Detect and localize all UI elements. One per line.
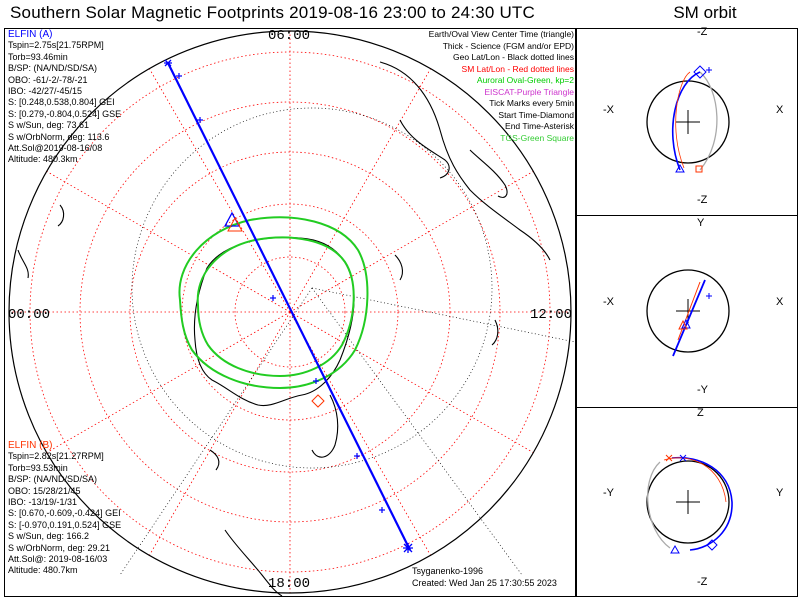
elfin-a-line: Att.Sol@2019-08-16/08 xyxy=(8,142,103,153)
geo-lat-circle xyxy=(131,107,493,469)
coast-outline xyxy=(57,204,65,227)
coastlines xyxy=(17,61,551,597)
elfin-b-diamond xyxy=(311,394,325,408)
sm-lat-circle xyxy=(79,101,501,523)
map-frame xyxy=(4,28,576,597)
elfin-b-info: ELFIN (B) Tspin=2.82s[21.27RPM] Torb=93.… xyxy=(8,440,121,577)
trajectories xyxy=(164,59,413,553)
orbit-title: SM orbit xyxy=(673,3,737,22)
elfin-b-line: S w/OrbNorm, deg: 29.21 xyxy=(8,542,111,553)
legend: Earth/Oval View Center Time (triangle) T… xyxy=(429,29,574,144)
orbit2-left-label: -X xyxy=(603,296,614,308)
elfin-a-line: Tspin=2.75s[21.75RPM] xyxy=(8,40,104,51)
legend-item: Start Time-Diamond xyxy=(498,109,574,120)
plot-title: Southern Solar Magnetic Footprints 2019-… xyxy=(10,3,535,22)
start-diamond-marker xyxy=(164,59,172,67)
elfin-a-line: S w/OrbNorm, deg: 113.6 xyxy=(8,131,110,142)
coast-outline xyxy=(209,449,220,471)
legend-item: Earth/Oval View Center Time (triangle) xyxy=(428,29,574,39)
elfin-a-ticks xyxy=(176,73,385,513)
legend-item: Tick Marks every 5min xyxy=(489,98,574,108)
geo-grid xyxy=(119,107,576,576)
elfin-b-name: ELFIN (B) xyxy=(8,440,53,451)
legend-item: EISCAT-Purple Triangle xyxy=(484,86,574,97)
created-timestamp: Created: Wed Jan 25 17:30:55 2023 xyxy=(412,578,557,588)
coast-outline xyxy=(17,249,29,279)
hour-label-top: 06:00 xyxy=(268,28,311,44)
sm-lat-circle xyxy=(234,256,346,368)
legend-item: Thick - Science (FGM and/or EPD) xyxy=(442,40,574,51)
elfin-b-line: S: [-0.970,0.191,0.524] GSE xyxy=(8,519,122,530)
antarctica-outline xyxy=(193,236,355,407)
coast-outline xyxy=(469,149,508,198)
sm-lon-lines xyxy=(8,30,572,594)
orbit1-right-label: X xyxy=(776,104,784,116)
orbit1-top-label: -Z xyxy=(697,26,708,38)
orbit3-top-label: Z xyxy=(697,407,704,419)
elfin-b-center-triangle xyxy=(227,216,243,232)
orbit1-bottom-label: -Z xyxy=(697,194,708,206)
earth-limb xyxy=(8,30,572,594)
elfin-b-line: Altitude: 480.7km xyxy=(8,565,78,576)
coast-outline xyxy=(394,254,404,281)
elfin-a-line: OBO: -61/-2/-78/-21 xyxy=(8,74,88,85)
elfin-b-line: OBO: 15/28/21/45 xyxy=(8,485,81,496)
orbit3-left-label: -Y xyxy=(603,487,614,499)
elfin-b-line: Tspin=2.82s[21.27RPM] xyxy=(8,451,104,462)
legend-item: End Time-Asterisk xyxy=(505,121,574,131)
elfin-a-line: S: [0.248,0.538,0.804] GEI xyxy=(8,97,115,108)
end-asterisk-marker xyxy=(403,543,413,553)
polar-map xyxy=(8,30,576,597)
elfin-b-line: S: [0.670,-0.609,-0.424] GEI xyxy=(8,508,121,519)
hour-label-left: 00:00 xyxy=(8,307,51,323)
hour-label-right: 12:00 xyxy=(530,307,573,323)
elfin-a-line: Torb=93.46min xyxy=(8,51,68,62)
hour-label-bottom: 18:00 xyxy=(268,576,311,592)
coast-outline xyxy=(399,119,450,179)
coast-outline xyxy=(379,61,551,261)
elfin-b-line: B/SP: (NA/ND/SD/SA) xyxy=(8,474,98,485)
elfin-a-name: ELFIN (A) xyxy=(8,29,53,40)
elfin-a-line: IBO: -42/27/-45/15 xyxy=(8,85,83,96)
legend-item: Geo Lat/Lon - Black dotted lines xyxy=(453,52,574,62)
elfin-b-line: Torb=93.53min xyxy=(8,462,68,473)
coast-outline xyxy=(491,319,499,346)
elfin-b-line: Att.Sol@: 2019-08-16/03 xyxy=(8,553,108,564)
elfin-a-line: B/SP: (NA/ND/SD/SA) xyxy=(8,63,98,74)
legend-item: TGS-Green Square xyxy=(500,132,574,143)
orbit2-top-label: Y xyxy=(697,217,705,229)
orbit3-right-label: Y xyxy=(776,487,784,499)
coast-outline xyxy=(224,529,283,597)
orbit1-left-label: -X xyxy=(603,104,614,116)
elfin-a-line: S: [0.279,-0.804,0.524] GSE xyxy=(8,108,122,119)
legend-item: Auroral Oval-Green, kp=2 xyxy=(476,75,574,85)
orbit3-bottom-label: -Z xyxy=(697,576,708,588)
oval-inner xyxy=(196,236,355,378)
orbit-panel-2 xyxy=(646,269,730,357)
legend-item: SM Lat/Lon - Red dotted lines xyxy=(461,63,574,74)
elfin-a-line: Altitude: 480.3km xyxy=(8,154,78,165)
orbit2-right-label: X xyxy=(776,296,784,308)
orbit-panel-1 xyxy=(646,65,730,173)
elfin-b-line: S w/Sun, deg: 166.2 xyxy=(8,531,90,542)
elfin-a-line: S w/Sun, deg: 73.61 xyxy=(8,120,90,131)
orbit-panel-3 xyxy=(646,454,733,554)
orbit2-bottom-label: -Y xyxy=(697,384,708,396)
elfin-b-line: IBO: -13/19/-1/31 xyxy=(8,496,78,507)
model-credit: Tsyganenko-1996 xyxy=(412,566,484,576)
orbit-frame xyxy=(576,28,798,597)
peninsula-outline xyxy=(311,394,339,458)
elfin-a-info: ELFIN (A) Tspin=2.75s[21.75RPM] Torb=93.… xyxy=(8,29,121,166)
elfin-a-track xyxy=(167,62,411,551)
